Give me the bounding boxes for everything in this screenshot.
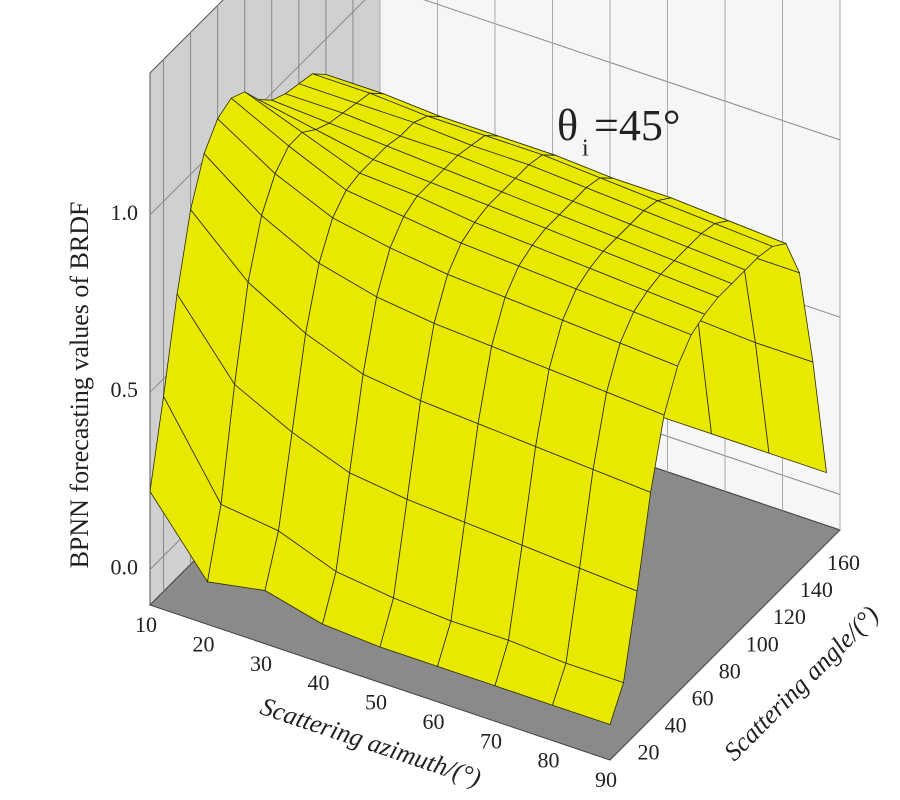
z-tick-label: 0.0	[111, 555, 139, 580]
y-tick-label: 140	[800, 577, 833, 602]
x-tick-label: 30	[250, 651, 272, 676]
x-tick-label: 60	[423, 709, 445, 734]
x-tick-label: 20	[193, 631, 215, 656]
y-tick-label: 40	[665, 712, 687, 737]
z-tick-label: 0.5	[111, 377, 139, 402]
x-tick-label: 50	[365, 690, 387, 715]
x-tick-label: 70	[480, 728, 502, 753]
x-tick-label: 40	[308, 670, 330, 695]
x-tick-label: 80	[538, 748, 560, 773]
z-tick-label: 1.0	[111, 200, 139, 225]
y-tick-label: 20	[638, 740, 660, 765]
x-tick-label: 10	[135, 612, 157, 637]
annotation-subscript: i	[582, 136, 589, 162]
surface	[149, 73, 827, 726]
y-tick-label: 80	[719, 658, 741, 683]
surface-patch	[551, 662, 625, 726]
y-tick-label: 60	[692, 685, 714, 710]
y-tick-label: 160	[827, 550, 860, 575]
z-axis-label: BPNN forecasting values of BRDF	[65, 202, 94, 569]
annotation-text: =45°	[594, 101, 680, 150]
annotation-symbol: θ	[557, 101, 578, 150]
x-tick-label: 90	[595, 767, 617, 792]
y-tick-label: 120	[773, 604, 806, 629]
y-tick-label: 100	[746, 631, 779, 656]
